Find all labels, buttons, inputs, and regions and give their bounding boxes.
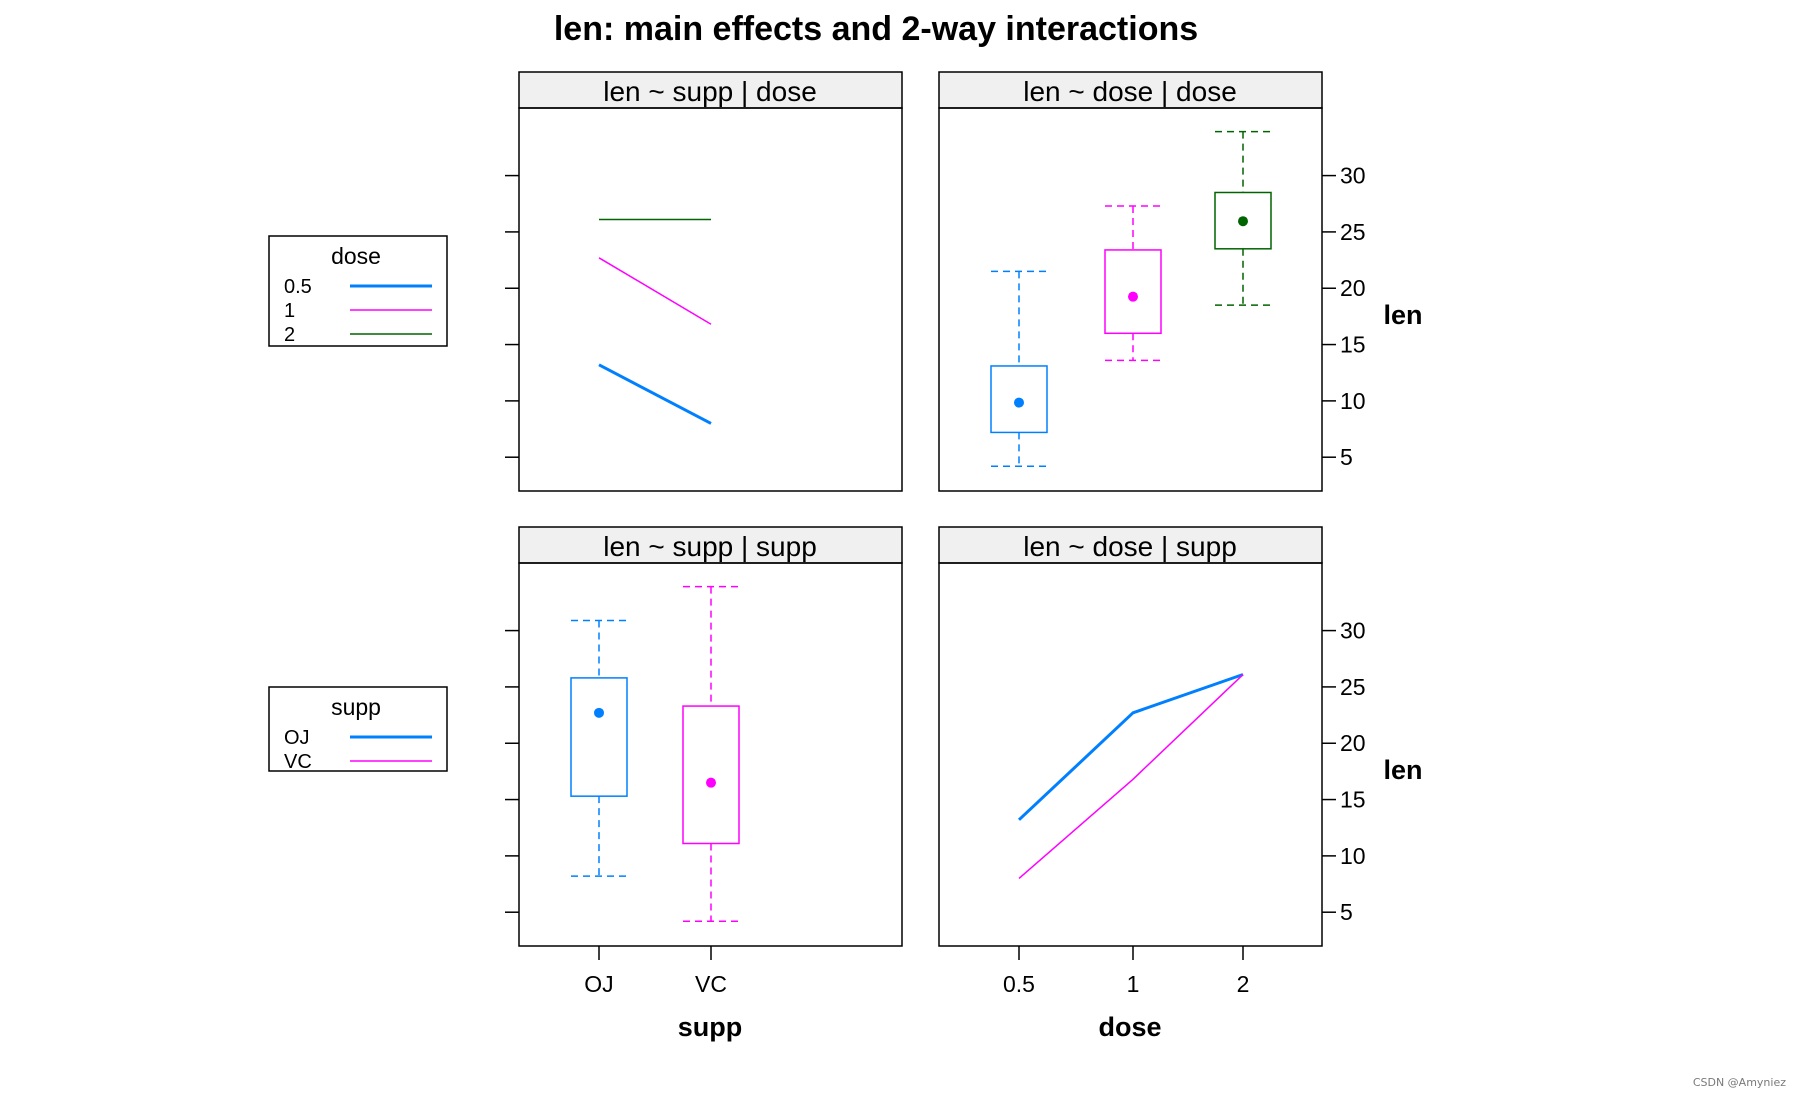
strip-background [938, 71, 1323, 109]
right-tick-label: 30 [1340, 618, 1366, 644]
legend-box [268, 686, 448, 772]
x-axis-supp: OJ VC [584, 946, 727, 997]
y-axis-label-top: len [1383, 300, 1422, 330]
strip-background [938, 526, 1323, 564]
panel-top-right: len ~ dose | dose [938, 71, 1323, 492]
strip-label: len ~ dose | supp [1023, 531, 1237, 562]
x-tick-label: VC [695, 971, 727, 997]
median-dot [594, 707, 604, 718]
right-tick-label: 20 [1340, 275, 1366, 301]
left-axis-ticks-top [505, 174, 519, 458]
legend-items: 0.512 [284, 276, 432, 346]
right-tick-label: 15 [1340, 787, 1366, 813]
strip-label: len ~ dose | dose [1023, 76, 1237, 107]
x-tick-label: 0.5 [1003, 971, 1035, 997]
strip-background [518, 71, 903, 109]
x-tick-label: OJ [584, 971, 613, 997]
panel-bottom-right: len ~ dose | supp [938, 526, 1323, 947]
right-tick-label: 10 [1340, 388, 1366, 414]
strip-label: len ~ supp | supp [603, 531, 817, 562]
watermark: CSDN @Amyniez [1693, 1076, 1786, 1089]
legend-box [268, 235, 448, 347]
right-y-axis-top: 5 10 15 20 25 30 [1322, 163, 1366, 470]
plot-area [570, 585, 740, 922]
series-line-1 [598, 257, 712, 325]
right-tick-label: 25 [1340, 674, 1366, 700]
legend-label: VC [284, 751, 312, 773]
median-dot [1128, 291, 1138, 302]
series-line-VC [1018, 673, 1244, 879]
box-iqr [990, 365, 1048, 434]
panel-top-left: len ~ supp | dose [518, 71, 903, 492]
right-tick-label: 20 [1340, 730, 1366, 756]
x-axis-label-dose: dose [1098, 1012, 1161, 1042]
right-tick-label: 15 [1340, 332, 1366, 358]
panel-frame [938, 107, 1323, 492]
box-iqr [1214, 191, 1272, 250]
legend-title: supp [331, 694, 381, 720]
right-y-axis-bottom: 5 10 15 20 25 30 [1322, 618, 1366, 925]
strip-label: len ~ supp | dose [603, 76, 817, 107]
series-line-OJ [1017, 673, 1244, 821]
legend-label: 1 [284, 300, 295, 322]
panel-frame [938, 562, 1323, 947]
legend-dose: dose 0.512 [268, 235, 448, 347]
box-iqr [570, 677, 628, 797]
plot-area [1017, 673, 1244, 879]
median-dot [1238, 216, 1248, 227]
plot-area [990, 130, 1272, 467]
median-dot [1014, 397, 1024, 408]
plot-area [598, 218, 712, 425]
y-axis-label-bottom: len [1383, 755, 1422, 785]
right-tick-label: 30 [1340, 163, 1366, 189]
chart-title: len: main effects and 2-way interactions [554, 10, 1198, 48]
x-tick-label: 1 [1127, 971, 1140, 997]
right-tick-label: 25 [1340, 219, 1366, 245]
legend-title: dose [331, 243, 381, 269]
panel-frame [518, 107, 903, 492]
median-dot [706, 777, 716, 788]
legend-label: 2 [284, 324, 295, 346]
legend-label: OJ [284, 727, 310, 749]
left-axis-ticks-bottom [505, 629, 519, 913]
panel-bottom-left: len ~ supp | supp [518, 526, 903, 947]
box-iqr [1104, 249, 1162, 335]
box-iqr [682, 705, 740, 845]
x-axis-dose: 0.5 1 2 [1003, 946, 1249, 997]
right-tick-label: 5 [1340, 444, 1353, 470]
x-axis-label-supp: supp [678, 1012, 743, 1042]
x-tick-label: 2 [1237, 971, 1250, 997]
right-tick-label: 10 [1340, 843, 1366, 869]
series-line-0.5 [598, 363, 712, 425]
legend-label: 0.5 [284, 276, 312, 298]
strip-background [518, 526, 903, 564]
right-tick-label: 5 [1340, 899, 1353, 925]
